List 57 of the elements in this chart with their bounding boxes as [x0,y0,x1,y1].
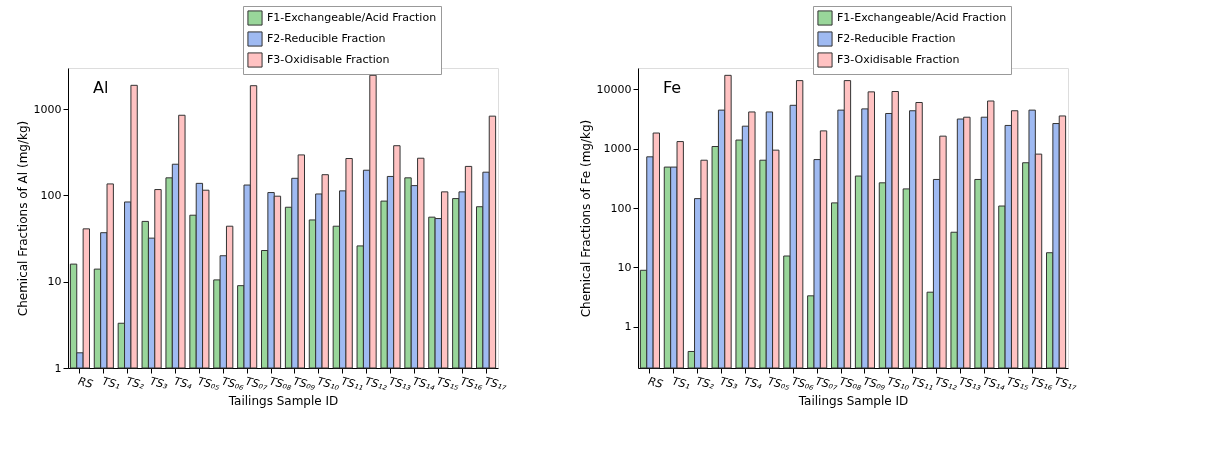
x-tick-label: TS₁₃ [957,374,984,394]
legend-label: F3-Oxidisable Fraction [267,53,390,66]
x-tick-label: TS₀₉ [291,374,318,394]
legend-label: F1-Exchangeable/Acid Fraction [267,11,437,24]
x-tick-label: TS₁₆ [459,374,485,394]
x-tick-label: TS₀₈ [267,374,294,394]
y-tick-label: 100 [40,188,62,202]
x-tick-label: TS₁₅ [1005,374,1031,393]
x-tick-label: TS₀₆ [220,374,246,394]
x-tick-label: TS₁₂ [363,374,390,394]
x-tick-label: TS₁₅ [435,374,461,393]
x-tick-label: TS₁₇ [482,374,509,394]
legend-label: F1-Exchangeable/Acid Fraction [837,11,1007,24]
y-tick-label: 1000 [603,142,632,156]
y-tick-label: 10 [47,275,62,289]
x-tick-label: TS₀₅ [196,374,222,393]
x-tick-label: TS₁₇ [1052,374,1079,394]
x-tick-label: TS₀₇ [244,374,270,394]
x-tick-label: RS [76,374,95,391]
y-axis-title: Chemical Fractions of Fe (mg/kg) [578,119,593,318]
y-tick-label: 1000 [33,102,62,116]
x-tick-label: TS₂ [694,374,717,392]
legend-label: F2-Reducible Fraction [267,32,386,45]
x-tick-label: TS₁ [100,374,122,392]
y-axis-title: Chemical Fractions of Al (mg/kg) [15,120,30,317]
x-tick-label: TS₀₇ [814,374,840,394]
x-tick-label: TS₁₄ [981,374,1007,394]
x-tick-label: TS₁₂ [933,374,960,394]
x-tick-label: TS₄ [172,374,194,392]
x-tick-label: TS₁₆ [1029,374,1055,394]
x-tick-label: TS₁₁ [339,374,365,393]
y-tick-label: 10000 [596,82,632,96]
x-tick-label: TS₂ [124,374,147,392]
y-tick-label: 1 [54,361,62,375]
x-tick-label: TS₄ [742,374,764,392]
x-axis-title: Tailings Sample ID [797,393,909,408]
x-axis-title: Tailings Sample ID [227,393,339,408]
text: Al [93,78,109,97]
x-tick-label: TS₁₀ [315,374,342,394]
x-tick-label: TS₀₅ [766,374,792,393]
text: Fe [663,78,682,97]
x-tick-label: TS₁₁ [909,374,935,393]
x-tick-label: TS₁₀ [885,374,912,394]
x-tick-label: TS₀₈ [837,374,864,394]
x-tick-label: TS₀₉ [861,374,888,394]
y-tick-label: 100 [610,201,632,215]
legend-label: F3-Oxidisable Fraction [837,53,960,66]
y-tick-label: 1 [624,320,632,334]
x-tick-label: RS [646,374,665,391]
legend-label: F2-Reducible Fraction [837,32,956,45]
x-tick-label: TS₃ [148,374,170,392]
x-tick-label: TS₁₃ [387,374,414,394]
x-tick-label: TS₀₆ [790,374,816,394]
y-tick-label: 10 [617,260,632,274]
x-tick-label: TS₁ [670,374,692,392]
x-tick-label: TS₁₄ [411,374,437,394]
x-tick-label: TS₃ [718,374,740,392]
